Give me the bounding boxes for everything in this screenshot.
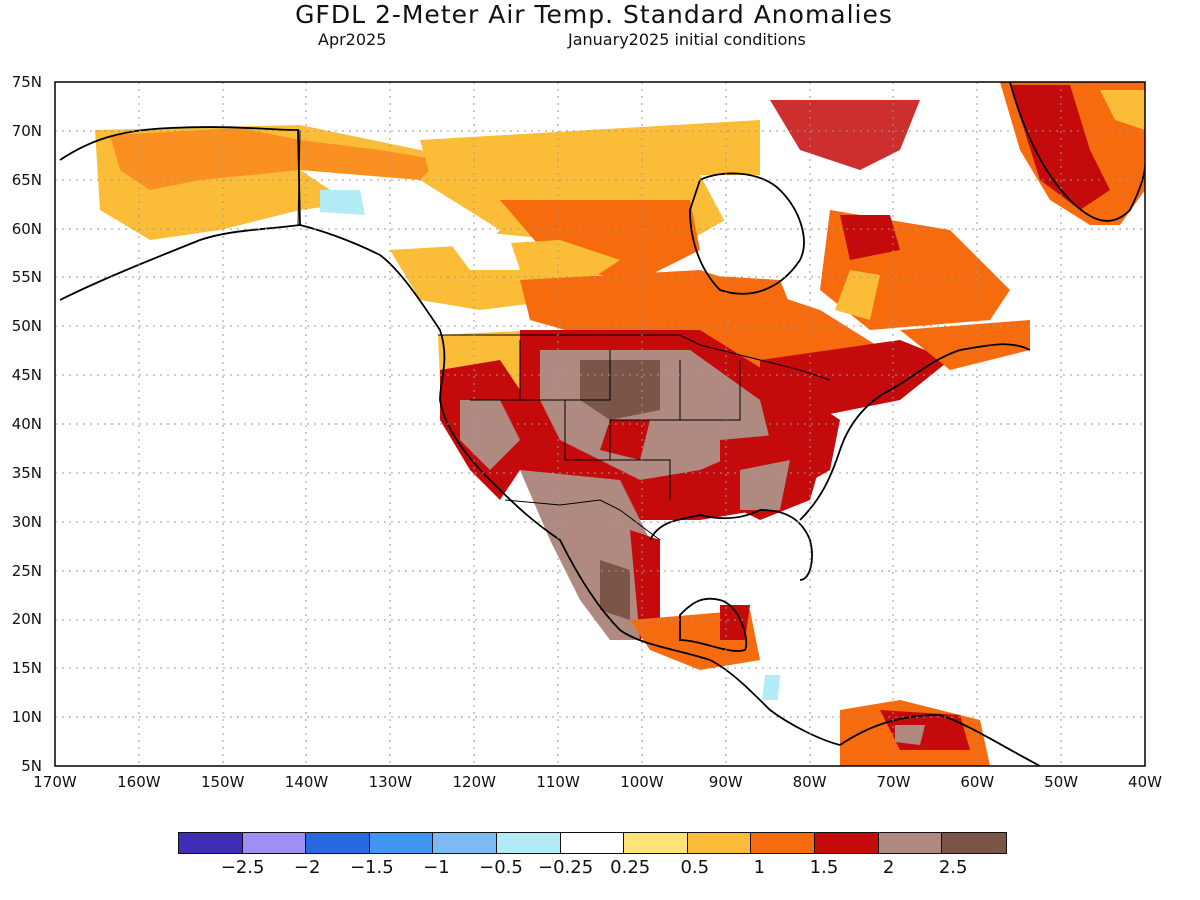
region-bc-white xyxy=(440,230,520,270)
lon-tick-label: 40W xyxy=(1128,773,1162,791)
lon-tick-label: 100W xyxy=(620,773,664,791)
colorbar-label: 0.25 xyxy=(610,857,651,878)
region-central-america-cool xyxy=(762,675,780,700)
colorbar-label: 1 xyxy=(753,857,766,878)
lat-tick-label: 10N xyxy=(11,708,42,727)
colorbar-label: −2.5 xyxy=(220,857,265,878)
coastlines xyxy=(59,82,1145,766)
border-alaska-canada xyxy=(297,129,301,226)
lon-tick-label: 130W xyxy=(368,773,413,791)
lon-tick-label: 110W xyxy=(536,773,580,791)
lat-tick-label: 60N xyxy=(11,219,42,238)
border-us-canada xyxy=(438,334,831,381)
region-greenland-east xyxy=(1100,90,1145,130)
colorbar-label: −1 xyxy=(423,857,450,878)
anomaly-map xyxy=(54,81,1146,767)
colorbar-swatch xyxy=(179,833,243,853)
coastline-aleutian xyxy=(59,224,301,301)
gridlines xyxy=(55,82,1145,766)
colorbar-swatch xyxy=(624,833,688,853)
map-title: GFDL 2-Meter Air Temp. Standard Anomalie… xyxy=(295,0,893,29)
colorbar-label: 2 xyxy=(882,857,895,878)
lon-tick-label: 60W xyxy=(960,773,995,791)
colorbar-label: −2 xyxy=(293,857,321,878)
coastline-atlantic xyxy=(799,343,1031,521)
colorbar-swatch xyxy=(560,833,625,853)
lat-tick-label: 5N xyxy=(21,757,42,775)
colorbar-swatch xyxy=(496,833,561,853)
colorbar-swatch xyxy=(242,833,307,853)
lon-tick-label: 80W xyxy=(792,773,827,791)
colorbar-label: 1.5 xyxy=(809,857,839,878)
region-ontario xyxy=(620,270,800,340)
lat-tick-label: 65N xyxy=(11,170,42,189)
colorbar-swatch xyxy=(942,833,1006,853)
region-baffin-warm xyxy=(770,100,920,170)
lat-tick-label: 30N xyxy=(11,512,42,531)
lat-tick-label: 45N xyxy=(11,366,42,385)
region-colorado xyxy=(600,420,650,460)
lon-tick-label: 140W xyxy=(284,773,329,791)
lon-tick-label: 160W xyxy=(117,773,161,791)
colorbar-swatch xyxy=(814,833,879,853)
colorbar-label: 2.5 xyxy=(938,857,968,878)
region-mexico-dark xyxy=(600,560,630,620)
colorbar-swatch xyxy=(751,833,815,853)
lat-tick-label: 50N xyxy=(11,317,42,336)
colorbar xyxy=(178,832,1007,854)
init-conditions-label: January2025 initial conditions xyxy=(568,30,806,49)
colorbar-label: −1.5 xyxy=(349,857,394,878)
colorbar-swatch xyxy=(687,833,752,853)
region-great-basin xyxy=(460,400,520,470)
lat-tick-label: 35N xyxy=(11,463,42,482)
region-hudson-west xyxy=(500,200,700,280)
lat-tick-label: 75N xyxy=(11,73,42,91)
coastline-yucatan xyxy=(679,597,748,652)
lon-tick-label: 90W xyxy=(708,773,743,791)
colorbar-swatch xyxy=(878,833,943,853)
lat-tick-label: 15N xyxy=(11,659,42,678)
coastline-south-america xyxy=(839,714,1041,766)
lon-tick-label: 150W xyxy=(200,773,245,791)
region-mexico-east xyxy=(630,530,660,640)
colorbar-label: 0.5 xyxy=(680,857,710,878)
colorbar-label: −0.25 xyxy=(538,857,594,878)
region-yukon-cool xyxy=(320,190,365,215)
region-quebec xyxy=(835,270,880,320)
region-labrador-warm xyxy=(840,215,900,260)
colorbar-label: −0.5 xyxy=(479,857,523,878)
borders xyxy=(297,129,831,541)
plot-frame xyxy=(54,81,1146,767)
lat-tick-label: 20N xyxy=(11,610,42,629)
coastline-hudson-bay xyxy=(689,172,805,295)
lat-tick-label: 40N xyxy=(11,415,42,433)
region-greenland-west xyxy=(1010,85,1110,210)
coastline-gulf xyxy=(649,509,813,581)
lat-tick-label: 25N xyxy=(11,561,42,580)
anomaly-fields xyxy=(95,82,1145,766)
lon-tick-label: 50W xyxy=(1044,773,1079,791)
colorbar-swatch xyxy=(369,833,434,853)
lat-tick-label: 70N xyxy=(11,121,42,140)
border-states xyxy=(470,340,741,500)
lon-tick-label: 120W xyxy=(452,773,496,791)
valid-month-label: Apr2025 xyxy=(318,30,387,49)
region-northeast xyxy=(760,340,950,420)
lon-tick-label: 70W xyxy=(876,773,911,791)
border-us-mexico xyxy=(504,499,661,541)
region-maritimes xyxy=(900,320,1030,370)
region-venezuela-brown xyxy=(895,725,925,745)
lat-tick-label: 55N xyxy=(11,268,42,287)
region-north-plains xyxy=(580,360,660,420)
lon-tick-label: 170W xyxy=(33,773,77,791)
colorbar-swatch xyxy=(433,833,497,853)
region-yucatan xyxy=(720,605,750,640)
coastline-pacific xyxy=(59,126,841,746)
coastline-greenland xyxy=(1009,82,1145,222)
colorbar-swatch xyxy=(306,833,370,853)
region-alaska-north xyxy=(110,128,440,190)
